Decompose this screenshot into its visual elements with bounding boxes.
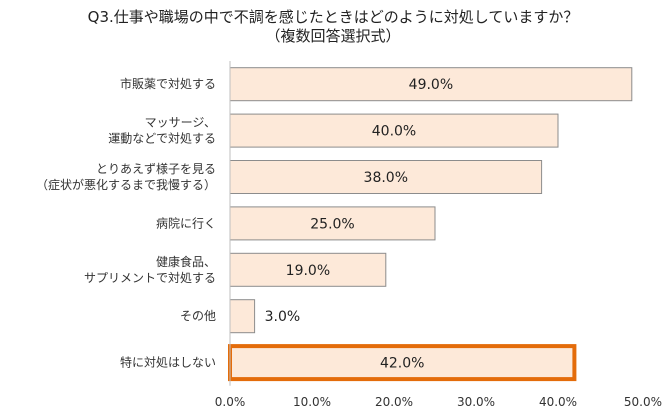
value-label-2: 38.0% — [364, 170, 408, 186]
category-label-1-1: 運動などで対処する — [108, 132, 216, 146]
bar-2 — [229, 160, 543, 194]
value-label-3: 25.0% — [310, 216, 354, 232]
value-label-6: 42.0% — [380, 356, 424, 372]
category-label-4-1: サプリメントで対処する — [84, 271, 216, 285]
bar-3 — [229, 206, 436, 241]
bar-0 — [229, 67, 633, 102]
x-tick-label-1: 10.0% — [293, 395, 331, 409]
category-label-5-0: その他 — [180, 309, 216, 323]
value-label-5: 3.0% — [265, 309, 301, 325]
x-tick-label-0: 0.0% — [215, 395, 246, 409]
category-label-2-0: とりあえず様子を見る — [96, 162, 216, 176]
category-label-1-0: マッサージ、 — [145, 116, 216, 130]
bar-6 — [228, 344, 577, 382]
x-tick-label-5: 50.0% — [624, 395, 662, 409]
value-label-1: 40.0% — [372, 124, 416, 140]
chart-title-line-2: （複数回答選択式） — [265, 27, 401, 45]
category-label-0-0: 市販薬で対処する — [120, 76, 216, 91]
bar-1 — [229, 113, 559, 148]
x-tick-label-2: 20.0% — [375, 395, 413, 409]
bar-5 — [229, 299, 256, 334]
category-label-2-1: （症状が悪化するまで我慢する） — [36, 177, 216, 192]
x-tick-label-4: 40.0% — [539, 395, 577, 409]
chart-title-line-1: Q3.仕事や職場の中で不調を感じたときはどのように対処していますか？ — [87, 8, 579, 26]
category-label-4-0: 健康食品、 — [156, 254, 216, 269]
value-label-0: 49.0% — [409, 77, 453, 93]
bar-4 — [229, 252, 387, 287]
value-label-4: 19.0% — [286, 263, 330, 279]
x-tick-label-3: 30.0% — [457, 395, 495, 409]
category-label-3-0: 病院に行く — [156, 215, 216, 230]
category-label-6-0: 特に対処はしない — [120, 355, 216, 370]
